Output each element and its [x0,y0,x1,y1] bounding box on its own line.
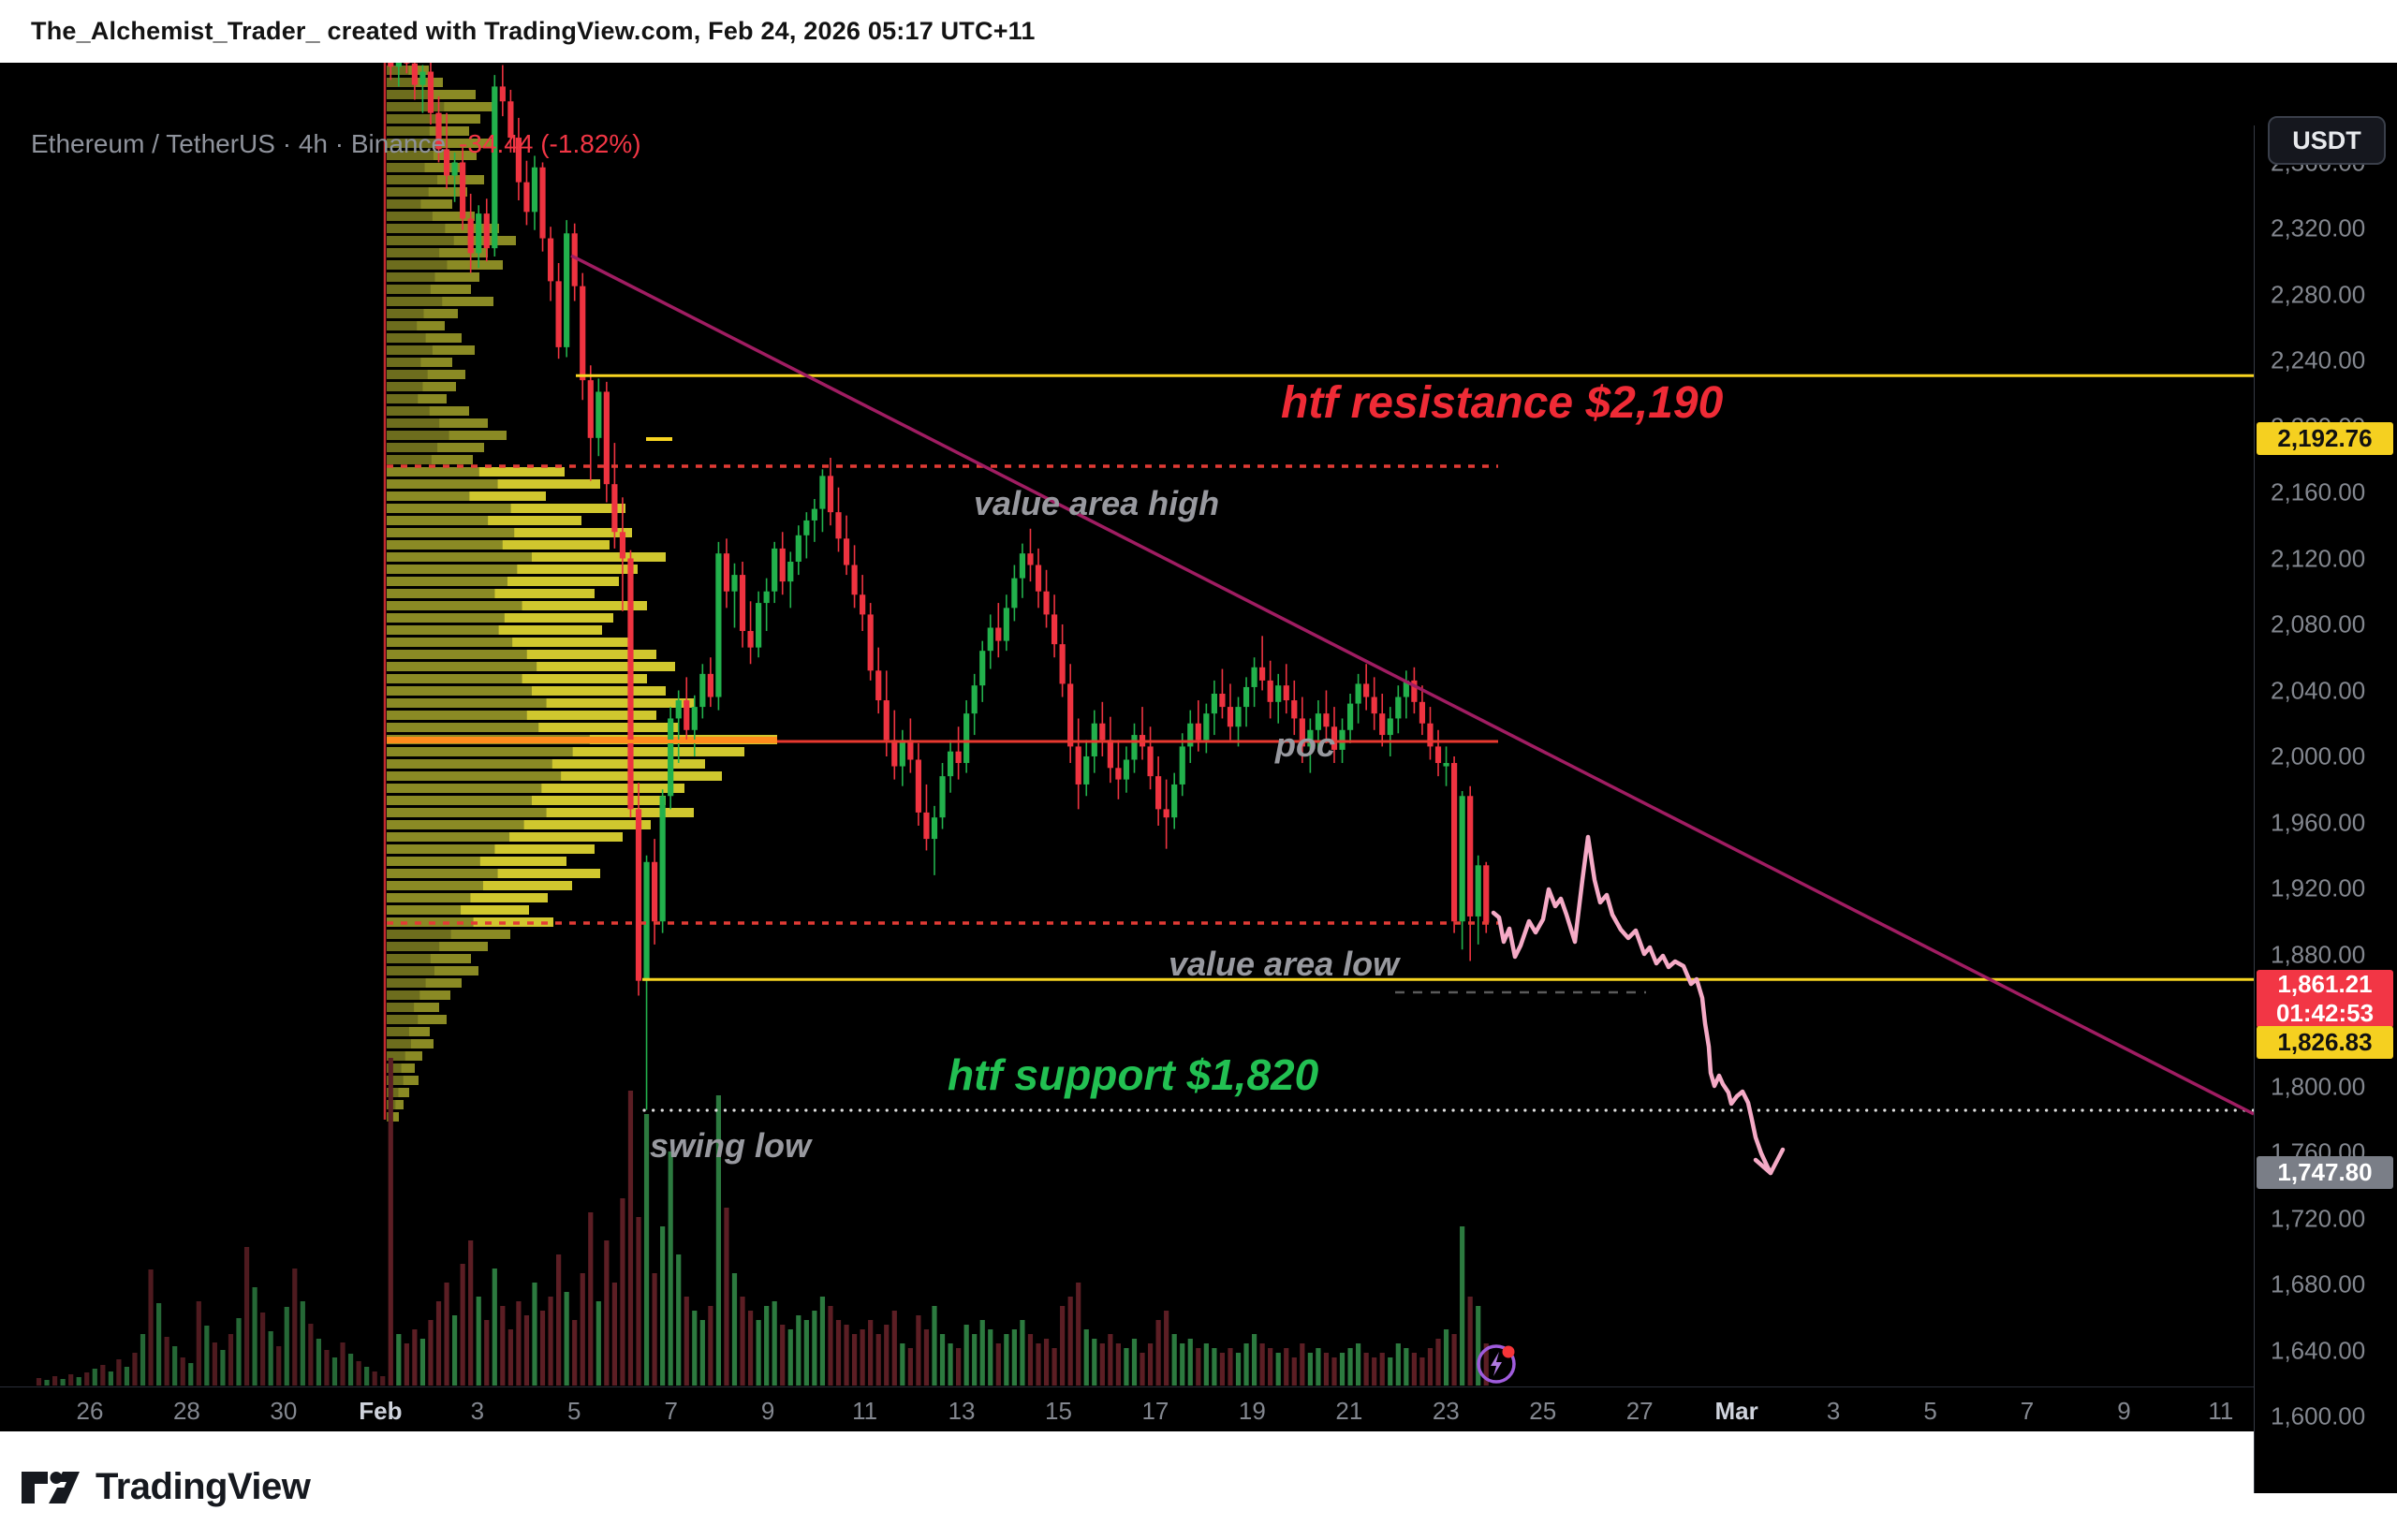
currency-toggle-button[interactable]: USDT [2268,116,2386,165]
footer: TradingView [0,1430,2397,1540]
tradingview-logo[interactable]: TradingView [21,1466,311,1508]
price-tick: 1,640.00 [2271,1336,2366,1364]
price-tick: 1,880.00 [2271,940,2366,968]
change-value: -34.44 (-1.82%) [459,129,641,158]
htf-resistance-label[interactable]: htf resistance $2,190 [1281,378,1724,428]
price-label-resistance[interactable]: 2,192.76 [2257,421,2393,455]
time-tick: 7 [664,1397,678,1425]
time-tick: 17 [1141,1397,1169,1425]
time-tick: 21 [1335,1397,1363,1425]
time-tick: 30 [270,1397,298,1425]
time-tick: 23 [1432,1397,1460,1425]
tradingview-wordmark: TradingView [96,1466,311,1507]
poc-label[interactable]: poc [1275,726,1336,764]
symbol-description: Ethereum / TetherUS · 4h · Binance [31,129,447,158]
time-tick: Feb [359,1397,403,1425]
symbol-legend[interactable]: Ethereum / TetherUS · 4h · Binance -34.44… [31,129,641,159]
price-tick: 2,320.00 [2271,213,2366,242]
time-tick: 15 [1045,1397,1072,1425]
flash-lightning-icon[interactable] [1475,1342,1518,1386]
price-tick: 2,120.00 [2271,544,2366,572]
price-tick: 1,800.00 [2271,1072,2366,1100]
time-tick: 13 [948,1397,976,1425]
value-area-low-label[interactable]: value area low [1169,945,1400,983]
time-tick: 5 [567,1397,581,1425]
price-label-support[interactable]: 1,826.83 [2257,1025,2393,1059]
price-tick: 2,080.00 [2271,609,2366,638]
time-tick: 11 [2208,1397,2234,1425]
page-title: The_Alchemist_Trader_ created with Tradi… [31,17,1036,45]
time-tick: 26 [76,1397,104,1425]
price-tick: 2,160.00 [2271,477,2366,506]
price-tick: 1,600.00 [2271,1401,2366,1430]
time-tick: 5 [1923,1397,1937,1425]
time-tick: 27 [1625,1397,1654,1425]
chart-canvas[interactable]: Ethereum / TetherUS · 4h · Binance -34.44… [0,63,2397,1493]
time-tick: 19 [1238,1397,1266,1425]
time-tick: 25 [1529,1397,1557,1425]
time-tick: 9 [2117,1397,2131,1425]
price-tick: 1,920.00 [2271,873,2366,902]
price-tick: 1,960.00 [2271,808,2366,836]
time-tick: 3 [1826,1397,1841,1425]
time-axis[interactable]: 26 28 30 Feb 3 5 7 9 11 13 15 17 19 21 23 25 27 Mar 3 5 7 9 11 [0,1386,2254,1431]
price-label-swing-low[interactable]: 1,747.80 [2257,1156,2393,1189]
price-label-last-price[interactable]: 1,861.21 01:42:53 [2257,969,2393,1028]
price-tick: 2,240.00 [2271,345,2366,374]
price-axis[interactable]: USDT 2,360.002,320.002,280.002,240.002,2… [2254,116,2397,1493]
bar-countdown: 01:42:53 [2275,998,2375,1027]
price-tick: 1,720.00 [2271,1204,2366,1232]
time-tick: 9 [760,1397,775,1425]
time-tick: 3 [470,1397,485,1425]
value-area-high-label[interactable]: value area high [974,484,1220,522]
time-tick: 11 [852,1397,878,1425]
price-tick: 2,000.00 [2271,741,2366,770]
swing-low-label[interactable]: swing low [650,1126,812,1165]
price-tick: 2,280.00 [2271,280,2366,308]
htf-support-label[interactable]: htf support $1,820 [948,1050,1319,1099]
price-tick: 2,040.00 [2271,676,2366,704]
time-tick: Mar [1714,1397,1758,1425]
time-tick: 7 [2020,1397,2035,1425]
price-chart [36,63,2254,1386]
tradingview-logo-icon [22,1471,80,1503]
price-tick: 1,680.00 [2271,1269,2366,1298]
time-tick: 28 [172,1397,200,1425]
